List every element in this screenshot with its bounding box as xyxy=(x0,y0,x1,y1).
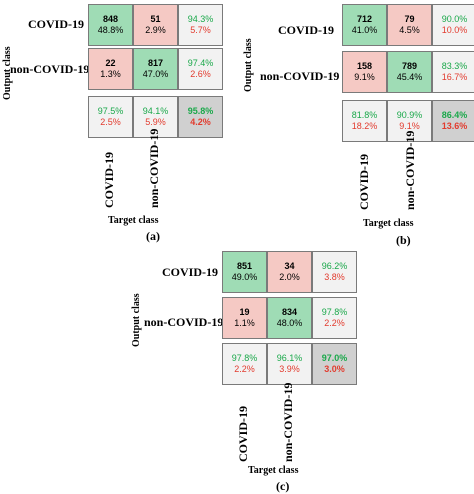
cell-overall-accuracy: 97.0% 3.0% xyxy=(312,343,357,385)
cell-true-negative: 817 47.0% xyxy=(133,48,178,90)
cell-overall-accuracy: 95.8% 4.2% xyxy=(178,96,223,138)
cell-col-recall: 96.1% 3.9% xyxy=(267,343,312,385)
cell-false-negative: 158 9.1% xyxy=(342,51,387,93)
panel-label-a: (a) xyxy=(146,229,160,243)
cell-col-recall: 97.5% 2.5% xyxy=(88,96,133,138)
cell-false-positive: 51 2.9% xyxy=(133,4,178,46)
target-class-label: Target class xyxy=(248,465,299,476)
panel-label-b: (b) xyxy=(396,233,411,247)
row-label-covid: COVID-19 xyxy=(278,23,334,37)
cell-col-recall: 81.8% 18.2% xyxy=(342,100,387,142)
row-label-non-covid: non-COVID-19 xyxy=(10,62,90,76)
output-class-label: Output class xyxy=(243,38,254,92)
cell-row-precision: 97.4% 2.6% xyxy=(178,48,223,90)
col-label-covid: COVID-19 xyxy=(236,406,250,462)
output-class-label: Output class xyxy=(131,293,142,347)
cell-true-negative: 834 48.0% xyxy=(267,297,312,339)
cell-row-precision: 94.3% 5.7% xyxy=(178,4,223,46)
cell-col-recall: 97.8% 2.2% xyxy=(222,343,267,385)
panel-label-c: (c) xyxy=(276,479,290,493)
col-label-non-covid: non-COVID-19 xyxy=(147,128,161,208)
cell-false-negative: 19 1.1% xyxy=(222,297,267,339)
row-label-covid: COVID-19 xyxy=(162,265,218,279)
col-label-non-covid: non-COVID-19 xyxy=(281,382,295,462)
row-label-covid: COVID-19 xyxy=(28,17,84,31)
cell-overall-accuracy: 86.4% 13.6% xyxy=(432,100,474,142)
cell-false-positive: 79 4.5% xyxy=(387,4,432,46)
cell-row-precision: 96.2% 3.8% xyxy=(312,251,357,293)
row-label-non-covid: non-COVID-19 xyxy=(260,69,340,83)
col-label-non-covid: non-COVID-19 xyxy=(403,130,417,210)
target-class-label: Target class xyxy=(108,215,159,226)
cell-row-precision: 83.3% 16.7% xyxy=(432,51,474,93)
cell-true-positive: 712 41.0% xyxy=(342,4,387,46)
col-label-covid: COVID-19 xyxy=(102,152,116,208)
row-label-non-covid: non-COVID-19 xyxy=(144,315,224,329)
cell-false-negative: 22 1.3% xyxy=(88,48,133,90)
cell-true-positive: 851 49.0% xyxy=(222,251,267,293)
cell-row-precision: 97.8% 2.2% xyxy=(312,297,357,339)
cell-col-recall: 90.9% 9.1% xyxy=(387,100,432,142)
col-label-covid: COVID-19 xyxy=(357,154,371,210)
cell-row-precision: 90.0% 10.0% xyxy=(432,4,474,46)
cell-true-positive: 848 48.8% xyxy=(88,4,133,46)
target-class-label: Target class xyxy=(363,218,414,229)
cell-true-negative: 789 45.4% xyxy=(387,51,432,93)
cell-col-recall: 94.1% 5.9% xyxy=(133,96,178,138)
cell-false-positive: 34 2.0% xyxy=(267,251,312,293)
